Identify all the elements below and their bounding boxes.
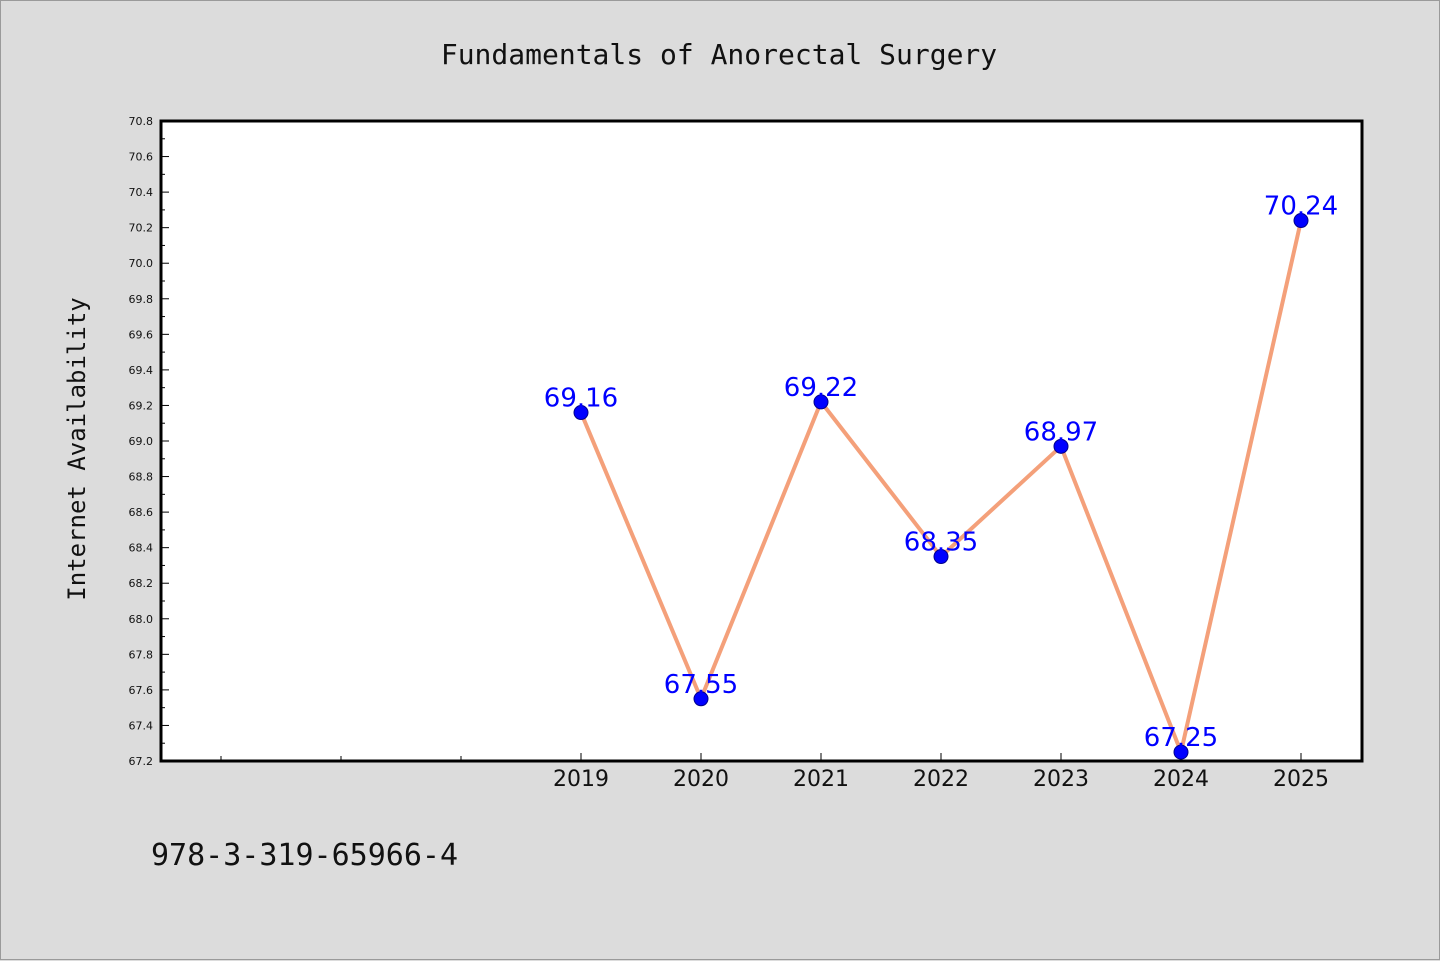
data-point-2020 bbox=[693, 691, 709, 707]
data-point-2021 bbox=[813, 394, 829, 410]
y-tick-label: 68.0 bbox=[129, 613, 154, 626]
y-tick-label: 68.4 bbox=[129, 542, 154, 555]
data-point-2024 bbox=[1173, 744, 1189, 760]
data-point-2022 bbox=[933, 549, 949, 565]
y-tick-label: 70.4 bbox=[129, 186, 154, 199]
y-tick-label: 70.8 bbox=[129, 115, 154, 128]
y-tick-label: 69.6 bbox=[129, 328, 154, 341]
data-label-2022: 68.35 bbox=[904, 528, 978, 558]
footnote-isbn: 978-3-319-65966-4 bbox=[151, 838, 458, 873]
y-tick-label: 69.4 bbox=[129, 364, 154, 377]
data-label-2023: 68.97 bbox=[1024, 417, 1098, 447]
x-tick-label: 2021 bbox=[793, 767, 849, 792]
y-tick-label: 70.0 bbox=[129, 257, 154, 270]
y-tick-label: 67.8 bbox=[129, 648, 154, 661]
y-tick-label: 69.2 bbox=[129, 399, 154, 412]
x-tick-label: 2023 bbox=[1033, 767, 1089, 792]
data-label-2020: 67.55 bbox=[664, 670, 738, 700]
data-label-2025: 70.24 bbox=[1264, 192, 1338, 222]
data-label-2024: 67.25 bbox=[1144, 723, 1218, 753]
chart-title: Fundamentals of Anorectal Surgery bbox=[441, 38, 997, 71]
data-label-2021: 69.22 bbox=[784, 373, 858, 403]
y-tick-label: 68.2 bbox=[129, 577, 154, 590]
x-tick-label: 2019 bbox=[553, 767, 609, 792]
y-axis-label: Internet Availability bbox=[63, 297, 91, 600]
x-axis: 2019 2020 2021 2022 2023 2024 2025 bbox=[220, 753, 1329, 792]
x-tick-label: 2024 bbox=[1153, 767, 1209, 792]
y-tick-label: 67.4 bbox=[129, 719, 154, 732]
data-point-2023 bbox=[1053, 438, 1069, 454]
y-tick-label: 68.8 bbox=[129, 471, 154, 484]
x-tick-label: 2025 bbox=[1273, 767, 1329, 792]
y-tick-label: 68.6 bbox=[129, 506, 154, 519]
y-tick-label: 67.2 bbox=[129, 755, 154, 768]
data-label-2019: 69.16 bbox=[544, 384, 618, 414]
x-tick-label: 2022 bbox=[913, 767, 969, 792]
data-point-2025 bbox=[1293, 213, 1309, 229]
y-tick-label: 70.6 bbox=[129, 151, 154, 164]
data-point-2019 bbox=[573, 405, 589, 421]
y-tick-label: 67.6 bbox=[129, 684, 154, 697]
y-tick-label: 69.0 bbox=[129, 435, 154, 448]
series-layer bbox=[573, 213, 1309, 760]
x-tick-label: 2020 bbox=[673, 767, 729, 792]
plot-area bbox=[159, 119, 1364, 763]
y-tick-label: 69.8 bbox=[129, 293, 154, 306]
y-axis: 67.2 67.4 67.6 67.8 68.0 68.2 68.4 68.6 68.8 69.0… bbox=[129, 115, 169, 768]
y-tick-label: 70.2 bbox=[129, 222, 154, 235]
data-labels: 69.16 67.55 69.22 68.35 68.97 67.25 70.24 bbox=[544, 192, 1338, 754]
